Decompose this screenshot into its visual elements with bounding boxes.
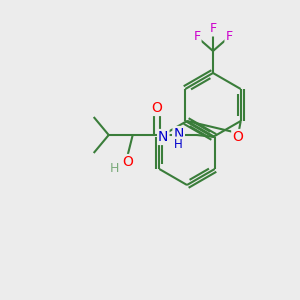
Text: N: N — [173, 127, 184, 141]
Text: F: F — [194, 31, 201, 44]
Text: N: N — [158, 130, 169, 144]
Text: O: O — [232, 130, 243, 144]
Text: F: F — [225, 31, 233, 44]
Text: O: O — [151, 101, 162, 115]
Text: H: H — [110, 163, 119, 176]
Text: F: F — [209, 22, 217, 35]
Text: H: H — [174, 137, 183, 151]
Text: O: O — [122, 155, 133, 169]
